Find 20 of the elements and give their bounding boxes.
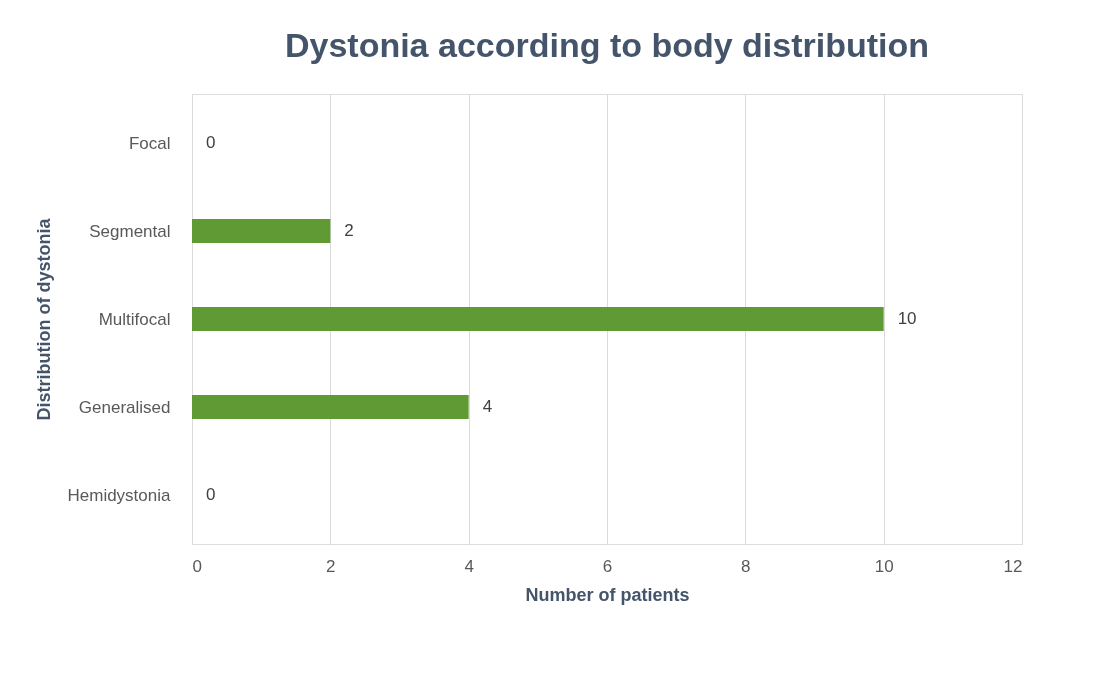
x-axis-title: Number of patients xyxy=(525,584,690,605)
y-tick-label: Segmental xyxy=(89,221,171,241)
x-tick-label: 12 xyxy=(1003,556,1023,576)
data-label: 10 xyxy=(897,309,917,328)
y-tick-label: Hemidystonia xyxy=(67,485,172,505)
data-label: 0 xyxy=(206,485,216,504)
x-tick-label: 8 xyxy=(741,556,751,576)
data-label: 0 xyxy=(206,133,216,152)
y-tick-label: Focal xyxy=(128,133,171,153)
x-tick-label: 0 xyxy=(192,556,202,576)
x-tick-label: 4 xyxy=(464,556,474,576)
x-tick-label: 2 xyxy=(326,556,336,576)
y-axis-title: Distribution of dystonia xyxy=(33,217,54,421)
x-tick-label: 10 xyxy=(874,556,894,576)
data-label: 2 xyxy=(344,221,354,240)
data-label: 4 xyxy=(482,397,493,416)
y-tick-label: Multifocal xyxy=(98,309,171,329)
y-tick-label: Generalised xyxy=(78,397,171,417)
chart-title: Dystonia according to body distribution xyxy=(284,26,930,64)
x-tick-label: 6 xyxy=(602,556,613,576)
